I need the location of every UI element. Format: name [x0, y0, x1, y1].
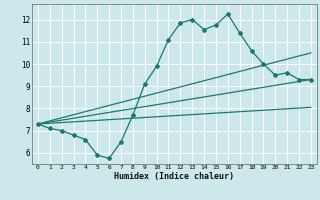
- X-axis label: Humidex (Indice chaleur): Humidex (Indice chaleur): [115, 172, 234, 181]
